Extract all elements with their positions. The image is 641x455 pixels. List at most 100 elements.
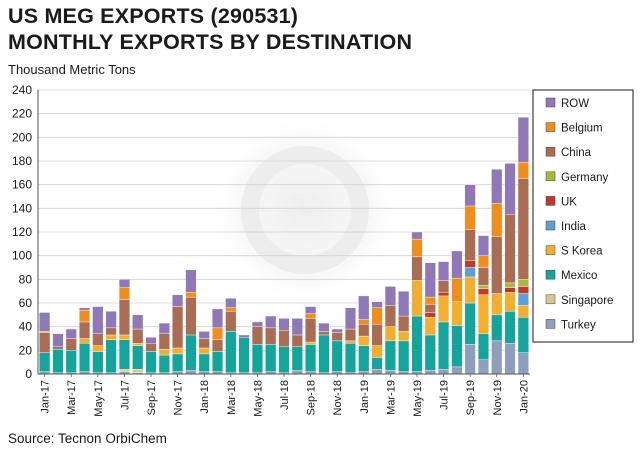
bar-segment-turkey	[291, 370, 303, 375]
bar-segment-s-korea	[384, 326, 396, 342]
bar-segment-china	[491, 236, 503, 294]
bar-segment-china	[118, 299, 130, 336]
legend-swatch-germany	[545, 171, 556, 182]
bar-segment-s-korea	[79, 338, 91, 344]
bar-segment-belgium	[477, 255, 489, 268]
bar-segment-row	[318, 322, 330, 332]
bar-segment-india	[517, 293, 529, 306]
x-tick-label: Nov-19	[492, 380, 504, 415]
y-tick-label: 0	[25, 367, 32, 381]
x-tick-label: May-18	[252, 380, 264, 417]
bar-segment-china	[331, 332, 343, 342]
bar-segment-mexico	[411, 315, 423, 372]
bar-segment-mexico	[79, 343, 91, 372]
bar-segment-belgium	[118, 287, 130, 300]
y-tick-label: 180	[12, 154, 32, 168]
x-tick-label: May-17	[93, 380, 105, 417]
bar-segment-mexico	[185, 334, 197, 371]
y-tick-label: 220	[12, 107, 32, 121]
x-tick-label: May-19	[412, 380, 424, 417]
bar-segment-belgium	[424, 296, 436, 305]
legend-swatch-singapore	[545, 294, 556, 305]
bar-segment-s-korea	[504, 292, 516, 312]
x-tick-label: Jul-19	[439, 380, 451, 410]
bar-segment-china	[198, 338, 210, 349]
bar-segment-belgium	[464, 205, 476, 230]
bar-segment-china	[65, 338, 77, 351]
bar-segment-s-korea	[451, 301, 463, 326]
bar-segment-s-korea	[411, 280, 423, 317]
y-tick-label: 140	[12, 201, 32, 215]
bar-segment-germany	[517, 279, 529, 287]
bar-segment-s-korea	[371, 345, 383, 358]
bar-segment-s-korea	[517, 305, 529, 318]
bar-segment-china	[251, 326, 263, 345]
bar-segment-mexico	[398, 340, 410, 372]
source-note: Source: Tecnon OrbiChem	[8, 431, 167, 446]
bar-segment-s-korea	[438, 295, 450, 323]
bar-segment-row	[52, 333, 64, 347]
legend-label-row: ROW	[561, 98, 589, 110]
bar-segment-belgium	[411, 238, 423, 258]
bar-segment-row	[451, 250, 463, 279]
bar-segment-row	[517, 117, 529, 163]
bar-segment-belgium	[517, 161, 529, 179]
x-tick-label: Jul-17	[119, 380, 131, 410]
bar-segment-s-korea	[158, 348, 170, 356]
bar-segment-mexico	[517, 317, 529, 353]
bar-segment-s-korea	[464, 276, 476, 304]
x-tick-label: Mar-19	[385, 380, 397, 415]
bar-segment-china	[344, 328, 357, 342]
bar-segment-mexico	[358, 345, 370, 372]
bar-segment-row	[504, 163, 516, 215]
y-tick-label: 60	[19, 296, 33, 310]
x-tick-label: Jul-18	[279, 380, 291, 410]
y-tick-label: 100	[12, 249, 32, 263]
bar-segment-row	[424, 262, 436, 298]
x-tick-label: Mar-17	[66, 380, 78, 415]
bar-segment-belgium	[451, 277, 463, 303]
bar-segment-mexico	[92, 351, 104, 374]
bar-segment-mexico	[305, 344, 317, 372]
legend-swatch-mexico	[545, 269, 556, 280]
legend-label-india: India	[561, 221, 587, 233]
bar-segment-row	[105, 311, 117, 329]
x-tick-label: Nov-17	[173, 380, 185, 415]
bar-segment-mexico	[291, 346, 303, 371]
x-tick-label: Jan-17	[40, 380, 52, 414]
bar-segment-china	[172, 306, 184, 349]
y-tick-label: 200	[12, 130, 32, 144]
bar-segment-belgium	[185, 292, 197, 298]
bar-segment-mexico	[318, 334, 330, 374]
bar-segment-mexico	[65, 350, 77, 374]
bar-segment-germany	[504, 282, 516, 288]
bar-segment-uk	[438, 292, 450, 297]
bar-segment-row	[211, 308, 224, 329]
bar-segment-uk	[477, 288, 489, 295]
bar-segment-s-korea	[172, 347, 184, 355]
y-tick-label: 80	[19, 272, 33, 286]
bar-segment-s-korea	[477, 294, 489, 334]
y-axis-unit-label: Thousand Metric Tons	[8, 62, 136, 77]
bar-segment-india	[464, 267, 476, 278]
bar-segment-mexico	[384, 340, 396, 371]
bar-segment-mexico	[477, 333, 489, 360]
bar-segment-mexico	[158, 354, 170, 374]
bar-segment-mexico	[504, 311, 516, 344]
bar-segment-singapore	[132, 369, 144, 374]
bar-segment-belgium	[491, 203, 503, 237]
legend: ROW Belgium China Germany UK India S Korea Mexi…	[532, 89, 634, 343]
bar-segment-s-korea	[198, 347, 210, 355]
bar-segment-s-korea	[118, 334, 130, 340]
x-tick-label: Sep-17	[146, 380, 158, 415]
bar-segment-mexico	[424, 334, 436, 371]
bar-segment-turkey	[371, 369, 383, 375]
bar-segment-mexico	[438, 321, 450, 370]
bar-segment-china	[158, 333, 170, 350]
bar-segment-turkey	[451, 366, 463, 375]
chart-title-line-1: US MEG EXPORTS (290531)	[8, 4, 299, 28]
bar-segment-s-korea	[398, 331, 410, 342]
bar-segment-china	[411, 256, 423, 281]
bar-segment-china	[438, 280, 450, 293]
bar-segment-turkey	[464, 344, 476, 375]
